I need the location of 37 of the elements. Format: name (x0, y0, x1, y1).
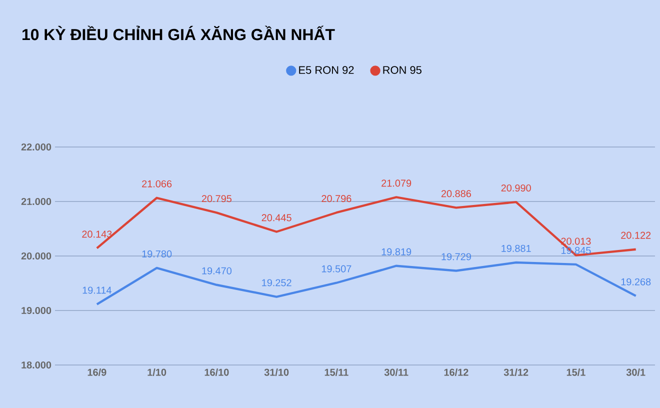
data-label: 21.079 (382, 180, 412, 187)
chart-title: 10 KỲ ĐIỀU CHỈNH GIÁ XĂNG GẦN NHẤT (22, 26, 335, 40)
data-label: 19.252 (262, 279, 292, 286)
x-tick-label: 16/10 (204, 368, 229, 376)
legend-label: E5 RON 92 (299, 66, 354, 74)
y-tick-label: 19.000 (22, 306, 52, 314)
data-label: 19.507 (322, 265, 352, 272)
x-tick-label: 15/11 (324, 368, 348, 376)
x-tick-label: 30/11 (384, 368, 408, 376)
data-label: 19.729 (442, 253, 471, 260)
data-label: 19.881 (502, 244, 531, 252)
y-tick-label: 20.000 (21, 252, 52, 260)
x-tick-label: 16/9 (88, 368, 106, 376)
data-label: 20.990 (501, 184, 531, 192)
x-tick-label: 30/1 (626, 368, 646, 376)
data-label: 20.795 (202, 195, 232, 202)
y-tick-label: 21.000 (21, 198, 52, 206)
data-label: 19.268 (621, 278, 651, 286)
y-tick-label: 18.000 (22, 361, 52, 369)
legend-label: RON 95 (383, 66, 422, 74)
data-label: 19.470 (202, 267, 232, 274)
data-label: 20.013 (561, 238, 591, 245)
data-label: 20.796 (322, 195, 352, 202)
data-label: 19.114 (82, 286, 112, 294)
y-tick-label: 22.000 (21, 143, 52, 151)
data-label: 20.143 (82, 230, 112, 238)
data-label: 21.066 (142, 180, 172, 188)
x-tick-label: 16/12 (444, 368, 468, 376)
x-tick-label: 31/12 (504, 368, 528, 376)
x-tick-label: 15/1 (566, 368, 586, 376)
data-label: 20.445 (262, 214, 292, 222)
data-label: 20.122 (621, 232, 651, 239)
data-label: 19.819 (382, 248, 412, 256)
data-label: 20.886 (441, 190, 471, 198)
x-tick-label: 31/10 (264, 368, 289, 376)
x-tick-label: 1/10 (148, 368, 166, 376)
data-label: 19.780 (142, 250, 172, 258)
